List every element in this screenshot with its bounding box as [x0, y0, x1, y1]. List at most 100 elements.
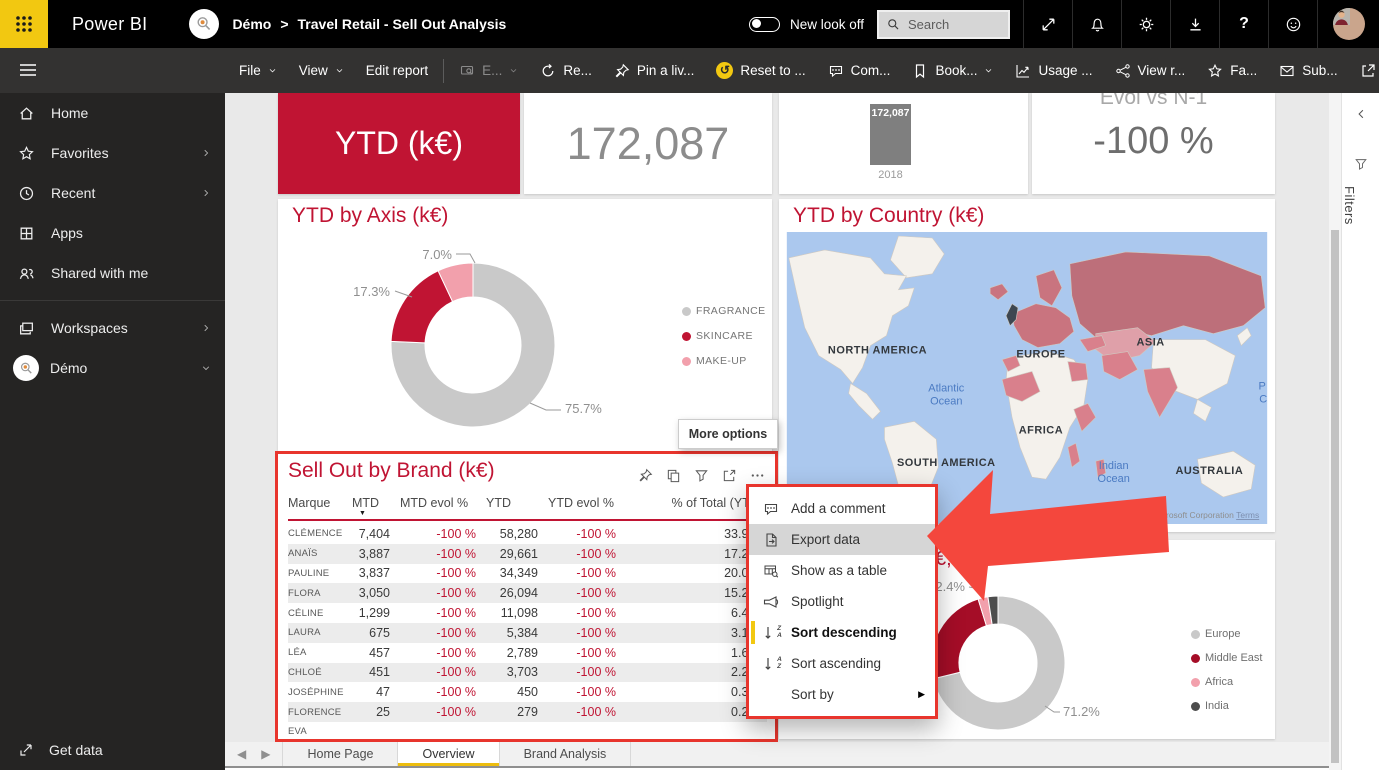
toolbar-item-label: Reset to ...: [740, 63, 806, 78]
column-header-mtd-evol[interactable]: MTD evol %: [400, 496, 486, 510]
kpi-card-ytd-label[interactable]: YTD (k€): [278, 93, 520, 194]
vertical-scrollbar[interactable]: [1329, 93, 1341, 770]
tab-nav-next-icon[interactable]: ▶︎: [261, 747, 271, 761]
toolbar-item-label: Edit report: [365, 63, 429, 78]
account-icon[interactable]: [1317, 0, 1379, 48]
kpi-card-evol[interactable]: Evol vs N-1 -100 %: [1032, 93, 1275, 194]
toolbar-item-book[interactable]: Book...: [901, 48, 1004, 93]
legend-label: Africa: [1205, 676, 1234, 688]
column-header-label: Marque: [288, 496, 331, 510]
more-options-icon[interactable]: [750, 468, 765, 483]
column-header-mtd[interactable]: MTD ▼: [352, 496, 400, 517]
table-cell: -100 %: [576, 665, 616, 680]
map-visual-card[interactable]: YTD by Country (k€): [779, 199, 1275, 532]
sidebar-item-favorites[interactable]: Favorites: [0, 133, 225, 173]
app-launcher-waffle-icon[interactable]: [0, 0, 48, 48]
workspace-logo[interactable]: [189, 9, 220, 39]
filters-funnel-icon[interactable]: [1342, 157, 1379, 176]
toolbar-item-label: Com...: [850, 63, 891, 78]
nav-pane-toggle[interactable]: [18, 60, 38, 85]
toolbar-item-view-r[interactable]: View r...: [1104, 48, 1197, 93]
submenu-arrow-icon: ▶: [918, 689, 925, 699]
toolbar-item-edit-report[interactable]: Edit report: [355, 48, 439, 93]
column-header-marque[interactable]: Marque: [288, 496, 352, 510]
breadcrumb-report[interactable]: Travel Retail - Sell Out Analysis: [297, 16, 507, 32]
map-label: NORTH AMERICA: [828, 345, 927, 357]
column-chart-card[interactable]: 172,087 2018: [779, 93, 1028, 194]
user-avatar: [1332, 8, 1365, 40]
table-row: EVA: [288, 722, 767, 739]
donut-chart-axis[interactable]: 7.0% 17.3% 75.7%: [278, 199, 772, 451]
table-cell: FLORA: [288, 587, 321, 599]
share-icon: [1360, 63, 1376, 79]
feedback-icon[interactable]: [1268, 0, 1317, 48]
donut-chart-axis-card[interactable]: YTD by Axis (k€) 7.0% 17.3% 75.7% FRAGRANC…: [278, 199, 772, 451]
sidebar-item-workspaces[interactable]: Workspaces: [0, 308, 225, 348]
get-data-button[interactable]: Get data: [18, 742, 103, 758]
search-box[interactable]: [877, 9, 1010, 39]
toolbar-item-file[interactable]: File: [228, 48, 288, 93]
download-icon[interactable]: [1170, 0, 1219, 48]
menu-item-sort-by[interactable]: Sort by ▶: [749, 679, 935, 710]
legend-dot: [1191, 701, 1200, 711]
expand-icon[interactable]: [1023, 0, 1072, 48]
tab-nav-prev-icon[interactable]: ◀︎: [237, 747, 247, 761]
breadcrumb-workspace[interactable]: Démo: [232, 16, 272, 32]
notifications-icon[interactable]: [1072, 0, 1121, 48]
toolbar-item-s[interactable]: S...: [1349, 48, 1379, 93]
menu-item-show-as-a-table[interactable]: Show as a table: [749, 555, 935, 586]
menu-item-label: Add a comment: [791, 501, 886, 516]
get-data-label: Get data: [49, 742, 103, 758]
menu-item-add-a-comment[interactable]: Add a comment: [749, 493, 935, 524]
toolbar-item-pin-a-liv[interactable]: Pin a liv...: [603, 48, 706, 93]
scrollbar-thumb[interactable]: [1331, 230, 1339, 763]
column-header-ytd-evol[interactable]: YTD evol %: [548, 496, 626, 510]
pin-visual-icon[interactable]: [638, 468, 653, 483]
toolbar-item-e[interactable]: E...: [448, 48, 529, 93]
tab-home-page[interactable]: Home Page: [283, 742, 399, 766]
toolbar-item-com[interactable]: Com...: [817, 48, 902, 93]
sidebar-item-shared-with-me[interactable]: Shared with me: [0, 253, 225, 293]
tab-overview[interactable]: Overview: [398, 742, 500, 766]
favorite-icon: [1207, 63, 1223, 79]
search-input[interactable]: [906, 15, 998, 33]
toolbar-item-usage[interactable]: Usage ...: [1004, 48, 1103, 93]
tab-brand-analysis[interactable]: Brand Analysis: [500, 742, 632, 766]
focus-mode-icon[interactable]: [722, 468, 737, 483]
toggle-knob: [751, 19, 761, 28]
donut-callout-label: 7.0%: [422, 247, 452, 262]
copy-visual-icon[interactable]: [666, 468, 681, 483]
table-cell: -100 %: [576, 606, 616, 621]
sidebar-item-apps[interactable]: Apps: [0, 213, 225, 253]
world-map[interactable]: NORTH AMERICA EUROPEASIAAtlanticOceanAFRI…: [786, 232, 1268, 524]
menu-item-sort-descending[interactable]: Z A Sort descending: [749, 617, 935, 648]
toolbar-item-view[interactable]: View: [288, 48, 355, 93]
column-header-ytd[interactable]: YTD: [486, 496, 548, 510]
menu-item-sort-ascending[interactable]: A Z Sort ascending: [749, 648, 935, 679]
collapse-filters-icon[interactable]: [1342, 107, 1379, 125]
table-cell: 3,050: [358, 586, 390, 601]
legend-label: Europe: [1205, 628, 1241, 640]
new-look-toggle[interactable]: [748, 16, 780, 32]
kpi-card-ytd-value[interactable]: 172,087: [524, 93, 772, 194]
kpi-value: 172,087: [566, 117, 730, 169]
toolbar-item-sub[interactable]: Sub...: [1268, 48, 1348, 93]
toolbar-item-re[interactable]: Re...: [529, 48, 603, 93]
legend-item-europe: Europe: [1191, 628, 1262, 640]
menu-item-export-data[interactable]: Export data: [749, 524, 935, 555]
help-icon[interactable]: ?: [1219, 0, 1268, 48]
sidebar-item-d-mo[interactable]: Démo: [0, 348, 225, 388]
sidebar-item-recent[interactable]: Recent: [0, 173, 225, 213]
brand-table-card[interactable]: Sell Out by Brand (k€) Marque MTD ▼ MTD evo…: [275, 451, 778, 742]
filters-label[interactable]: Filters: [1342, 186, 1357, 225]
legend-dot: [1191, 653, 1200, 663]
workspace-avatar-icon: [13, 355, 39, 381]
kpi-title: Evol vs N-1: [1099, 93, 1208, 109]
menu-item-spotlight[interactable]: Spotlight: [749, 586, 935, 617]
sidebar-item-home[interactable]: Home: [0, 93, 225, 133]
column-header-of-total-ytd[interactable]: % of Total (YTD): [626, 496, 767, 510]
toolbar-item-fa[interactable]: Fa...: [1196, 48, 1268, 93]
filter-visual-icon[interactable]: [694, 468, 709, 483]
settings-icon[interactable]: [1121, 0, 1170, 48]
toolbar-item-reset-to[interactable]: ↺ Reset to ...: [705, 48, 816, 93]
